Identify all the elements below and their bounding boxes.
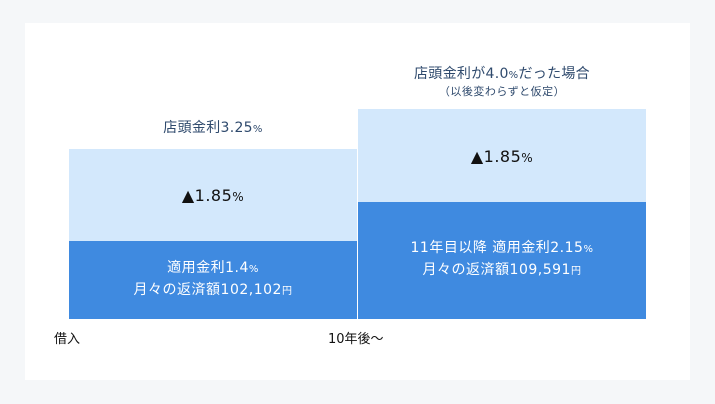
right-delta-value: ▲1.85 bbox=[470, 147, 522, 166]
right-bar-applied-rate: 11年目以降 適用金利2.15% 月々の返済額109,591円 bbox=[358, 202, 646, 319]
right-subtitle: （以後変わらずと仮定） bbox=[438, 85, 566, 98]
right-title-text-b: だった場合 bbox=[518, 66, 590, 82]
right-info: 11年目以降 適用金利2.15% 月々の返済額109,591円 bbox=[358, 238, 646, 282]
left-payment-text: 月々の返済額102,102 bbox=[133, 282, 282, 298]
x-label-borrow: 借入 bbox=[54, 332, 81, 347]
right-rate-text: 11年目以降 適用金利2.15 bbox=[410, 240, 584, 256]
right-payment-unit: 円 bbox=[570, 266, 582, 277]
left-bar-applied-rate: 適用金利1.4% 月々の返済額102,102円 bbox=[69, 241, 357, 319]
left-title: 店頭金利3.25% bbox=[69, 117, 357, 137]
left-info: 適用金利1.4% 月々の返済額102,102円 bbox=[69, 258, 357, 302]
x-label-after-10-years: 10年後〜 bbox=[328, 332, 384, 347]
left-delta-label: ▲1.85% bbox=[69, 186, 357, 205]
left-payment-unit: 円 bbox=[281, 286, 293, 297]
left-rate-line: 適用金利1.4% bbox=[69, 258, 357, 280]
right-payment-line: 月々の返済額109,591円 bbox=[358, 260, 646, 282]
right-title-pct: % bbox=[508, 70, 519, 81]
left-delta-pct: % bbox=[232, 190, 245, 204]
left-bar-discount: ▲1.85% bbox=[69, 149, 357, 241]
right-delta-pct: % bbox=[521, 151, 534, 165]
left-delta-value: ▲1.85 bbox=[181, 186, 233, 205]
right-payment-text: 月々の返済額109,591 bbox=[422, 262, 571, 278]
right-delta-label: ▲1.85% bbox=[358, 147, 646, 166]
right-bar-discount: ▲1.85% bbox=[358, 109, 646, 202]
right-title: 店頭金利が4.0%だった場合 bbox=[358, 63, 646, 83]
left-title-pct: % bbox=[252, 124, 263, 135]
left-title-text: 店頭金利3.25 bbox=[163, 120, 253, 136]
left-rate-text: 適用金利1.4 bbox=[167, 260, 249, 276]
left-payment-line: 月々の返済額102,102円 bbox=[69, 280, 357, 302]
right-title-text-a: 店頭金利が4.0 bbox=[414, 66, 509, 82]
left-rate-pct: % bbox=[248, 264, 259, 275]
right-rate-line: 11年目以降 適用金利2.15% bbox=[358, 238, 646, 260]
right-rate-pct: % bbox=[583, 244, 594, 255]
